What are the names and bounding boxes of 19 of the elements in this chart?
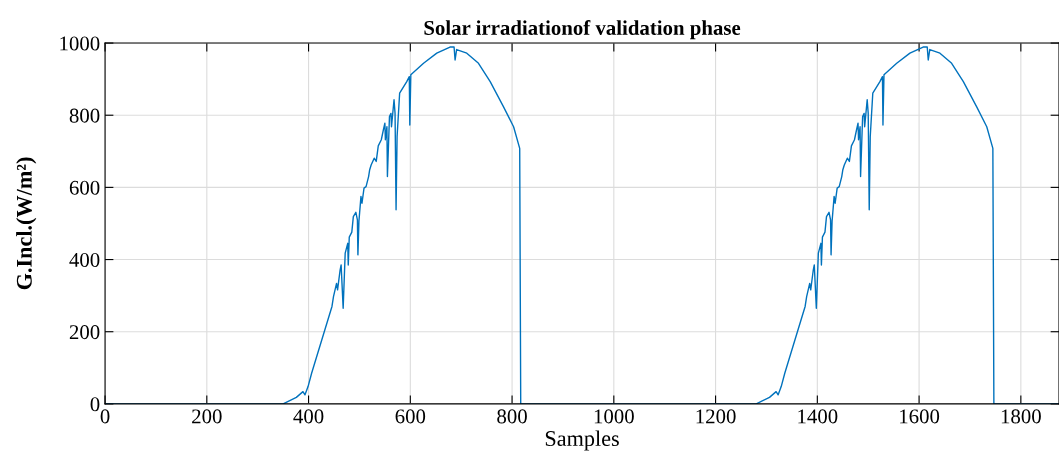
y-axis-title: G.Incl.(W/m²) — [16, 157, 37, 290]
x-tick-label: 1800 — [1001, 409, 1041, 424]
x-tick-label: 1000 — [594, 409, 634, 424]
x-tick-label: 1200 — [696, 409, 736, 424]
x-axis-title: Samples — [545, 430, 619, 451]
y-tick-label: 400 — [69, 252, 100, 267]
y-tick-label: 1000 — [60, 36, 100, 51]
chart-title: Solar irradiationof validation phase — [424, 20, 741, 40]
y-tick-label: 800 — [69, 108, 100, 123]
x-tick-label: 0 — [100, 409, 110, 424]
x-tick-label: 1400 — [798, 409, 838, 424]
y-tick-label: 0 — [90, 397, 100, 412]
y-tick-label: 600 — [69, 180, 100, 195]
y-tick-label: 200 — [69, 325, 100, 340]
x-tick-label: 800 — [497, 409, 527, 424]
x-tick-label: 200 — [192, 409, 222, 424]
x-tick-label: 1600 — [900, 409, 940, 424]
x-tick-label: 400 — [293, 409, 324, 424]
x-tick-label: 600 — [395, 409, 426, 424]
